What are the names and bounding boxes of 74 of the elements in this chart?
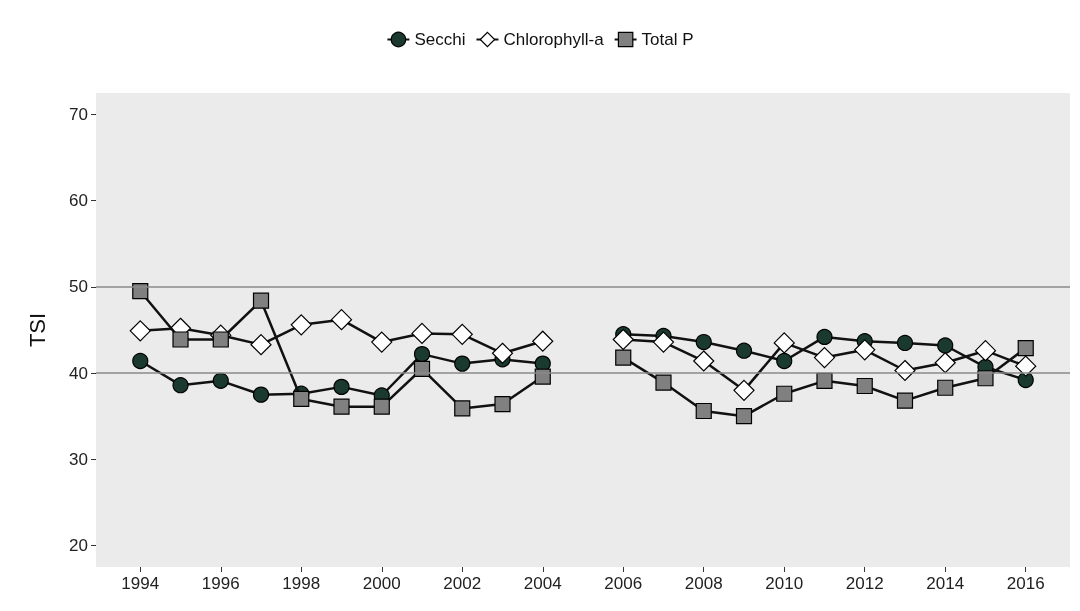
point [695, 402, 712, 420]
point [333, 378, 350, 395]
point [252, 386, 270, 403]
point [776, 352, 793, 370]
point [733, 379, 755, 401]
point [371, 331, 393, 353]
point [813, 346, 836, 369]
point [896, 334, 914, 352]
y-tick-label: 60 [69, 191, 88, 211]
point [652, 331, 675, 353]
point [212, 372, 229, 389]
point [451, 323, 473, 345]
point [735, 342, 753, 359]
x-tick-label: 2010 [765, 574, 804, 593]
point [250, 334, 272, 356]
point [333, 398, 350, 415]
point [373, 398, 390, 415]
point [454, 355, 471, 372]
point [977, 370, 994, 387]
point [532, 330, 554, 352]
point [934, 352, 956, 374]
y-tick-label: 40 [69, 363, 88, 383]
point [974, 340, 997, 362]
point [816, 328, 833, 345]
point [1017, 340, 1034, 357]
point [773, 332, 795, 354]
point [491, 342, 514, 364]
x-tick-label: 2008 [684, 574, 723, 593]
x-tick-label: 2016 [1006, 574, 1045, 593]
point [854, 339, 876, 361]
x-tick-label: 2006 [604, 574, 643, 593]
point [172, 331, 189, 348]
point [293, 390, 310, 408]
point [534, 368, 551, 385]
point [735, 408, 753, 425]
y-tick-label: 70 [69, 105, 88, 125]
x-tick-label: 1996 [201, 574, 240, 593]
point [132, 352, 149, 370]
point [615, 349, 632, 366]
y-axis-title: TSI [24, 312, 50, 348]
point [172, 377, 189, 394]
x-tick-label: 1994 [121, 574, 160, 593]
point [454, 400, 471, 417]
point [776, 385, 793, 402]
point [816, 372, 833, 389]
x-tick-label: 2000 [362, 574, 401, 593]
x-tick-label: 2012 [845, 574, 884, 593]
point [612, 328, 634, 351]
point [494, 396, 511, 413]
x-tick-label: 2002 [443, 574, 482, 593]
legend-label: Secchi [414, 30, 466, 49]
legend-label: Total P [641, 30, 694, 49]
x-tick-label: 2004 [523, 574, 562, 593]
point [856, 377, 873, 395]
y-tick-label: 20 [69, 535, 88, 555]
point [290, 314, 312, 336]
point [413, 346, 431, 363]
y-tick-label: 50 [69, 277, 88, 297]
point [212, 331, 229, 348]
legend-label: Chlorophyll-a [503, 30, 605, 49]
point [1015, 355, 1037, 377]
point [695, 333, 712, 351]
y-tick-label: 30 [69, 449, 88, 469]
point [330, 309, 353, 331]
point [937, 379, 954, 396]
point [655, 374, 672, 391]
point [252, 292, 270, 309]
x-tick-label: 1998 [282, 574, 321, 593]
point [937, 337, 954, 354]
point [896, 392, 914, 409]
x-tick-label: 2014 [926, 574, 965, 593]
point [693, 350, 715, 372]
point [411, 322, 433, 345]
point [129, 320, 151, 342]
